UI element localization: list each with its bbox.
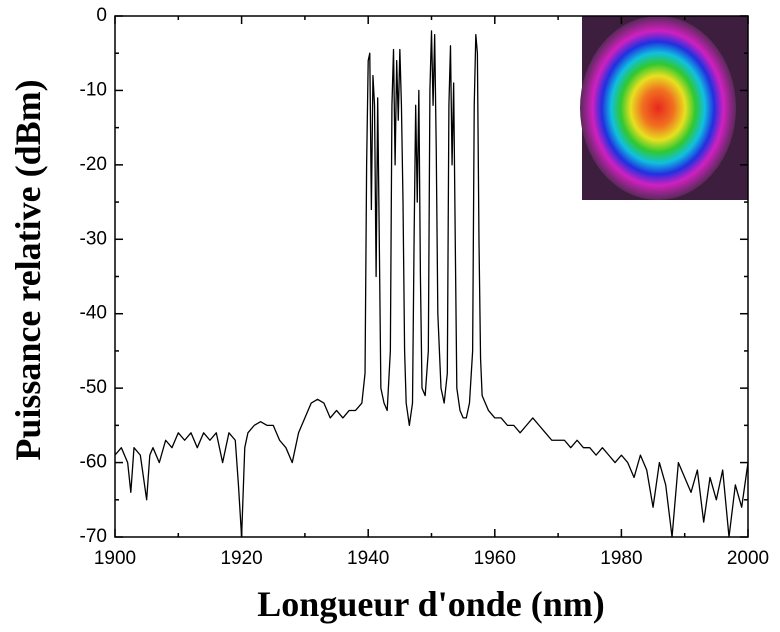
y-tick-label: 0 xyxy=(96,5,107,26)
y-tick-label: -20 xyxy=(80,154,107,175)
x-tick-label: 1960 xyxy=(474,548,516,569)
x-tick-label: 1940 xyxy=(347,548,389,569)
x-tick-label: 1980 xyxy=(600,548,642,569)
y-tick-label: -70 xyxy=(80,526,107,547)
x-axis-title: Longueur d'onde (nm) xyxy=(257,584,604,624)
y-tick-label: -30 xyxy=(80,228,107,249)
x-tick-label: 1920 xyxy=(220,548,262,569)
x-tick-label: 2000 xyxy=(727,548,769,569)
y-axis-title: Puissance relative (dBm) xyxy=(8,79,48,460)
y-tick-label: -60 xyxy=(80,452,107,473)
inset-image xyxy=(580,16,748,200)
y-tick-label: -50 xyxy=(80,377,107,398)
spectrum-line xyxy=(115,30,748,537)
y-tick-label: -10 xyxy=(80,79,107,100)
x-tick-label: 1900 xyxy=(94,548,136,569)
y-tick-label: -40 xyxy=(80,303,107,324)
